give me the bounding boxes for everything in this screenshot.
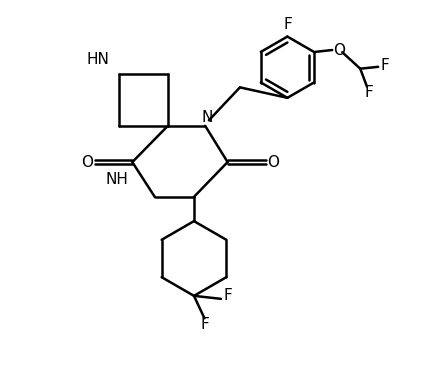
Text: F: F <box>381 58 389 73</box>
Text: N: N <box>202 110 213 125</box>
Text: NH: NH <box>106 172 129 187</box>
Text: F: F <box>364 86 373 100</box>
Text: O: O <box>333 42 345 57</box>
Text: F: F <box>283 17 292 32</box>
Text: O: O <box>267 154 279 170</box>
Text: F: F <box>200 318 209 333</box>
Text: F: F <box>223 288 232 303</box>
Text: O: O <box>82 154 94 170</box>
Text: HN: HN <box>87 52 109 67</box>
